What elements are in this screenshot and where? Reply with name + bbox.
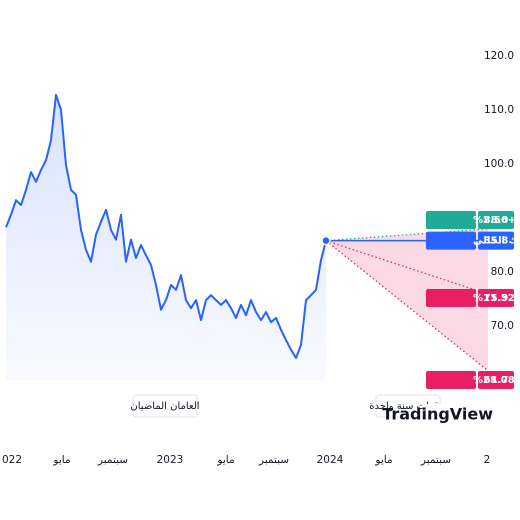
badge-value-bg (478, 231, 514, 250)
badge-value: 61.7 (484, 375, 509, 386)
forecast-line (325, 228, 489, 242)
badge-name: متوسط−11.52% (473, 293, 520, 304)
x-tick-label: سبتمبر (258, 454, 289, 466)
forecast-line (325, 240, 489, 372)
badge-name-text: لاشتراك الحالي (473, 236, 520, 247)
x-tick-label: سبتمبر (97, 454, 128, 466)
badge-value-bg (478, 211, 514, 229)
brand-text: TradingView (382, 405, 493, 424)
badge-name: أقصى+2.56% (473, 213, 520, 226)
badge: 88.0أقصى+2.56% (426, 211, 520, 229)
forecast-range (326, 228, 488, 371)
badge: 75.9متوسط−11.52% (426, 289, 520, 307)
y-tick-label: 100.0 (484, 158, 514, 170)
period-text: توقعات سنة واحدة (369, 401, 447, 412)
badge: 61.7أدنى−28.08% (426, 371, 520, 389)
period-text: العامان الماضيان (130, 401, 199, 412)
badge-value-bg (478, 371, 514, 389)
badge-value-bg (478, 289, 514, 307)
period-bg (132, 394, 198, 418)
logo-bg (424, 404, 496, 426)
x-tick-label: 2023 (157, 454, 184, 466)
y-tick-label: 120.0 (484, 50, 514, 62)
x-tick-label: مايو (216, 454, 234, 466)
y-tick-label: 70.0 (491, 320, 514, 332)
badge-name: أدنى−28.08% (473, 373, 520, 386)
badge-name: لاشتراك الحالي (473, 236, 520, 247)
x-tick-label: 2024 (317, 454, 344, 466)
badge-name-bg (426, 211, 476, 229)
x-tick-label: مايو (52, 454, 70, 466)
x-tick-label: سبتمبر (420, 454, 451, 466)
badge-change: −28.08% (473, 375, 520, 386)
x-tick-label: مايو (374, 454, 392, 466)
price-area (6, 94, 326, 381)
badge-change: +2.56% (473, 215, 516, 226)
badge-value: 88.0 (484, 215, 509, 226)
badge-change: −11.52% (473, 293, 520, 304)
badge-name-bg (426, 231, 476, 250)
x-tick-label: 2 (484, 454, 491, 466)
brand-logo: TradingView (382, 404, 496, 426)
badge: 85.8لاشتراك الحالي (426, 231, 520, 250)
badge-value: 75.9 (484, 293, 509, 304)
badge-value: 85.8 (484, 236, 509, 247)
badge-name-bg (426, 289, 476, 307)
y-tick-label: 110.0 (484, 104, 514, 116)
x-tick-label: 022 (2, 454, 22, 466)
price-line (5, 93, 327, 359)
badge-name-bg (426, 371, 476, 389)
badge-name-text: أقصى (513, 213, 520, 226)
y-tick-label: 80.0 (491, 266, 514, 278)
last-point (321, 235, 331, 246)
forecast-line (325, 240, 489, 295)
period-label: العامان الماضيان (130, 394, 200, 418)
